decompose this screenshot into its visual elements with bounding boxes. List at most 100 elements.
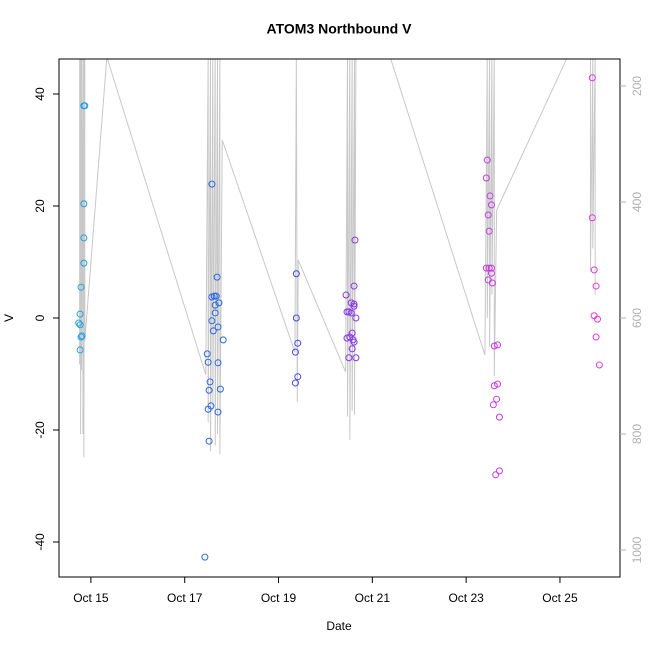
point: [348, 345, 356, 353]
point: [203, 350, 211, 358]
point: [350, 338, 358, 346]
point: [291, 379, 299, 387]
point: [482, 264, 490, 272]
point: [209, 327, 217, 335]
x-axis-label: Date: [326, 619, 352, 633]
point: [77, 333, 85, 341]
point: [80, 234, 88, 242]
point: [350, 300, 358, 308]
point: [219, 336, 227, 344]
point: [80, 259, 88, 267]
point: [350, 282, 358, 290]
x-tick-label: Oct 25: [542, 591, 578, 605]
point: [208, 317, 216, 325]
y2-tick-label: 200: [630, 76, 644, 96]
point: [213, 273, 221, 281]
point: [292, 314, 300, 322]
point: [204, 358, 212, 366]
point: [592, 282, 600, 290]
y2-tick-label: 800: [630, 424, 644, 444]
point: [483, 156, 491, 164]
y-tick-label: 40: [33, 87, 47, 101]
point: [75, 319, 83, 327]
point: [488, 279, 496, 287]
point: [211, 309, 219, 317]
point: [490, 342, 498, 350]
point: [81, 102, 89, 110]
plot-frame: [58, 58, 621, 578]
point: [206, 378, 214, 386]
x-tick-label: Oct 23: [448, 591, 484, 605]
point: [493, 395, 501, 403]
point: [345, 354, 353, 362]
point: [590, 312, 598, 320]
point: [590, 266, 598, 274]
x-tick-label: Oct 15: [73, 591, 109, 605]
point: [487, 264, 495, 272]
point: [490, 382, 498, 390]
point: [77, 283, 85, 291]
point: [208, 180, 216, 188]
line: [79, 59, 596, 458]
x-tick-label: Oct 17: [167, 591, 203, 605]
point: [588, 214, 596, 222]
y-tick-label: 20: [33, 199, 47, 213]
point: [212, 292, 220, 300]
point: [487, 201, 495, 209]
point: [351, 236, 359, 244]
point: [214, 359, 222, 367]
point: [292, 270, 300, 278]
y2-tick-label: 600: [630, 308, 644, 328]
chart-title: ATOM3 Northbound V: [267, 21, 413, 37]
point: [348, 329, 356, 337]
y2-tick-label: 400: [630, 192, 644, 212]
y-axis-label: V: [2, 314, 16, 322]
point: [205, 437, 213, 445]
point: [214, 323, 222, 331]
point: [76, 321, 84, 329]
point: [207, 402, 215, 410]
point: [343, 308, 351, 316]
point: [80, 200, 88, 208]
point: [214, 408, 222, 416]
point: [78, 332, 86, 340]
point: [76, 310, 84, 318]
point: [347, 309, 355, 317]
point: [216, 385, 224, 393]
point: [485, 227, 493, 235]
point: [593, 315, 601, 323]
point: [482, 174, 490, 182]
point: [215, 299, 223, 307]
point: [210, 292, 218, 300]
point: [294, 339, 302, 347]
point: [294, 373, 302, 381]
point: [495, 413, 503, 421]
point: [201, 553, 209, 561]
point: [343, 334, 351, 342]
point: [588, 74, 596, 82]
plot-area: [75, 59, 603, 561]
y-tick-label: 0: [33, 314, 47, 321]
point: [76, 346, 84, 354]
point: [352, 354, 360, 362]
point: [211, 301, 219, 309]
point: [342, 291, 350, 299]
point: [487, 269, 495, 277]
point: [486, 192, 494, 200]
point: [291, 348, 299, 356]
point: [595, 361, 603, 369]
point: [352, 314, 360, 322]
point: [592, 333, 600, 341]
x-tick-label: Oct 19: [261, 591, 297, 605]
point: [494, 341, 502, 349]
point: [205, 386, 213, 394]
y2-tick-label: 1000: [630, 536, 644, 563]
y-tick-label: -20: [33, 421, 47, 439]
point: [494, 380, 502, 388]
point: [495, 467, 503, 475]
point: [492, 471, 500, 479]
x-tick-label: Oct 21: [355, 591, 391, 605]
point: [350, 302, 358, 310]
point: [489, 401, 497, 409]
